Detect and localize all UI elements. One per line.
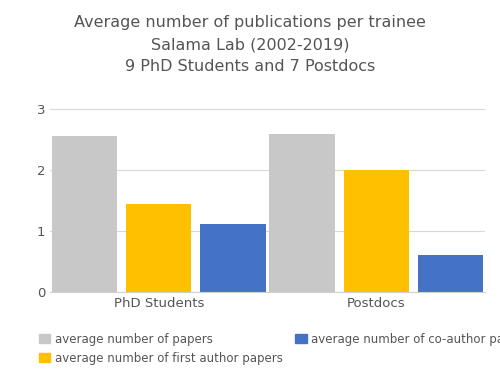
Bar: [200, 224, 266, 292]
Bar: [270, 134, 334, 292]
Text: Average number of publications per trainee
Salama Lab (2002-2019)
9 PhD Students: Average number of publications per train…: [74, 15, 426, 74]
Legend: average number of papers, average number of first author papers, average number : average number of papers, average number…: [38, 332, 500, 365]
Bar: [126, 204, 192, 292]
Bar: [344, 170, 409, 292]
Bar: [418, 255, 483, 292]
Bar: [52, 136, 117, 292]
